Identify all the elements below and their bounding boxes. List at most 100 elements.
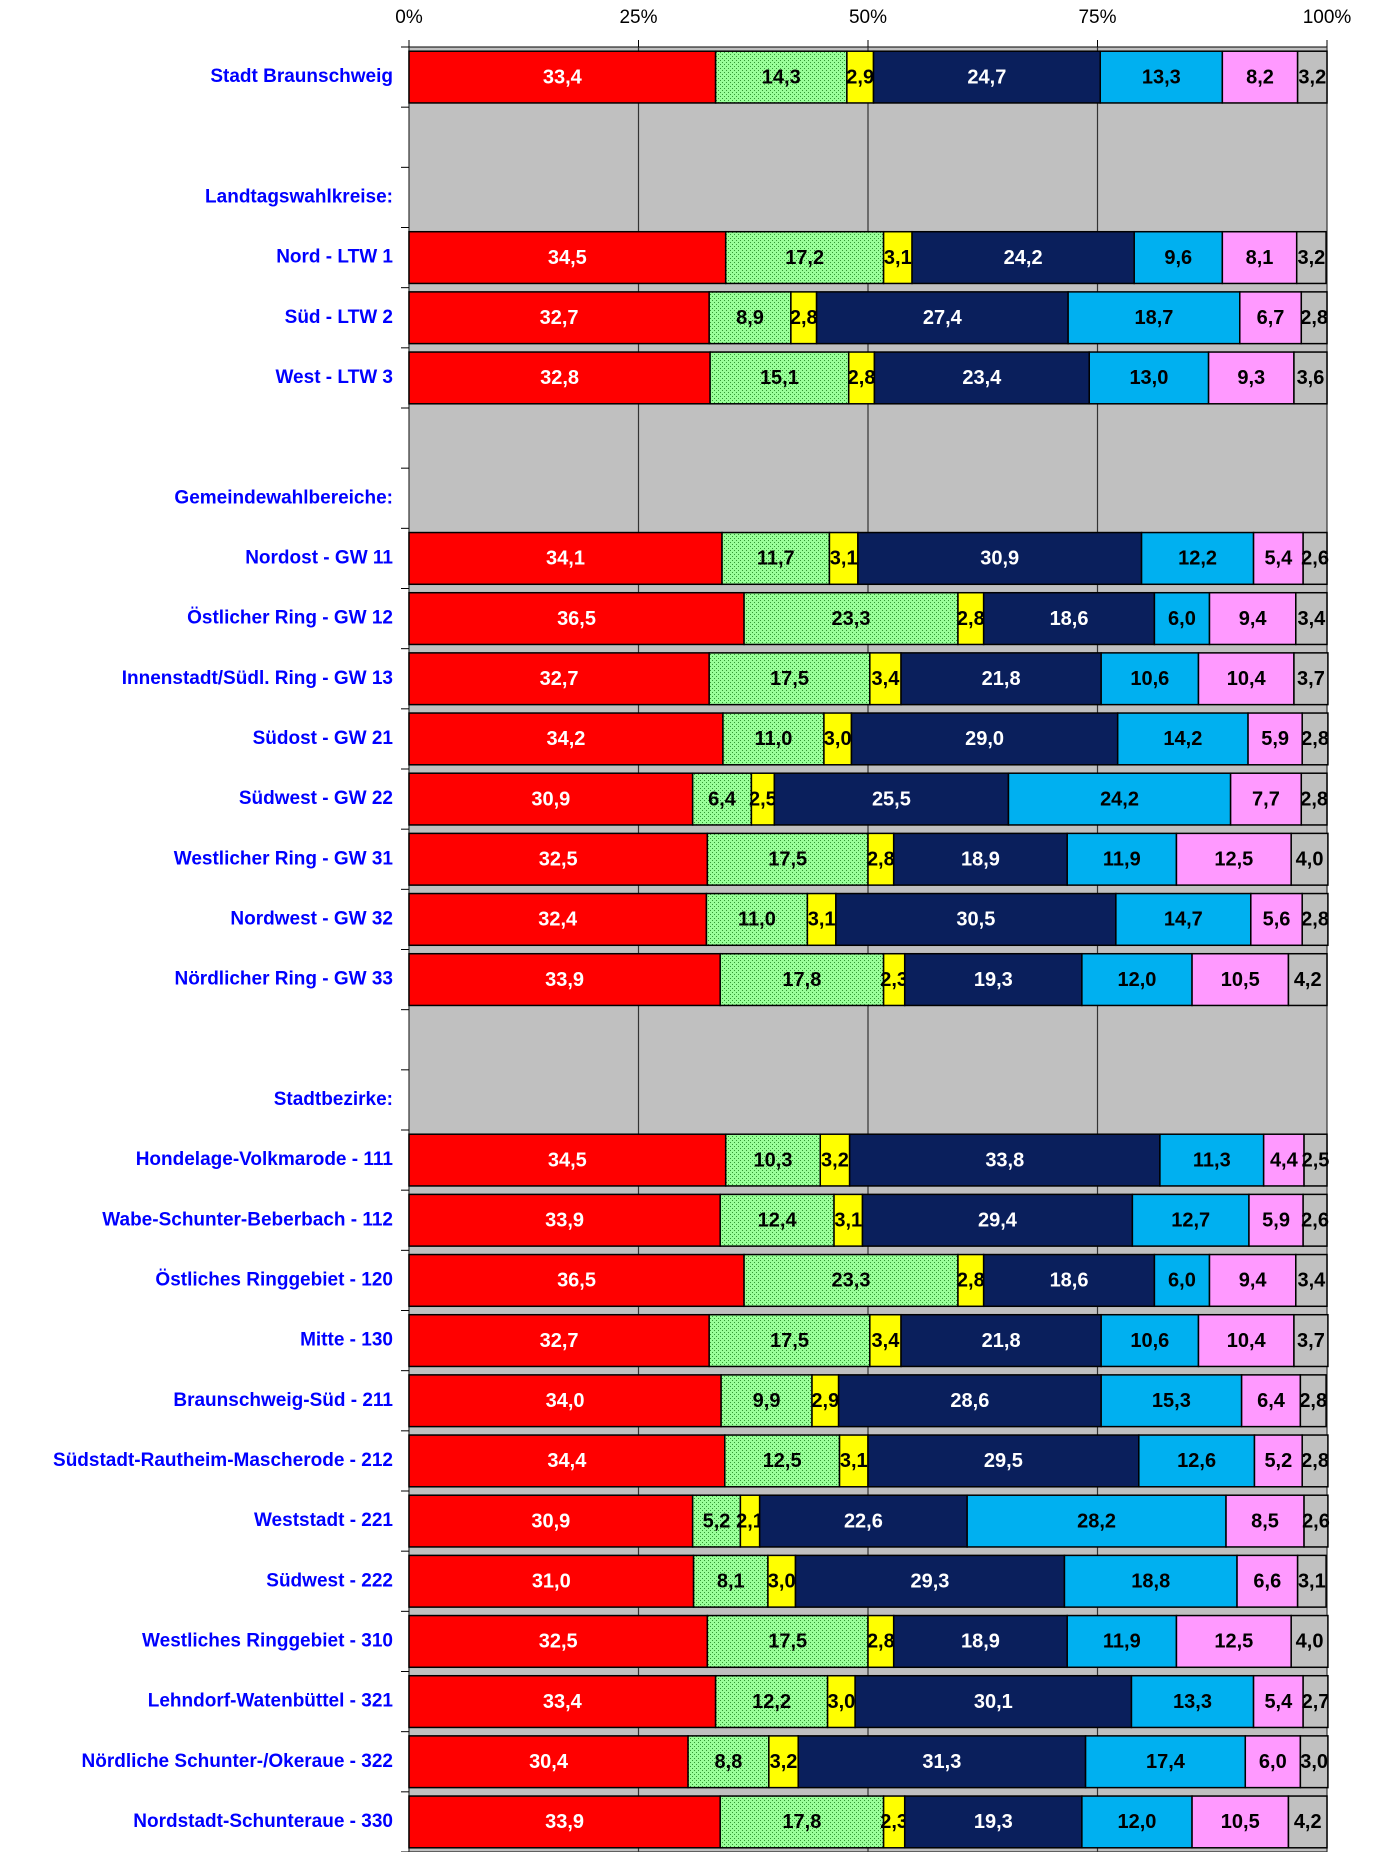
value-label: 3,4 [872, 1330, 901, 1352]
value-label: 7,7 [1252, 788, 1280, 810]
value-label: 32,7 [540, 307, 579, 329]
value-label: 4,2 [1294, 1811, 1322, 1833]
bar-segment [826, 1674, 856, 1729]
bar-segment [709, 351, 850, 405]
category-label: Lehndorf-Watenbüttel - 321 [148, 1691, 394, 1712]
bar-segment [1063, 1554, 1238, 1608]
value-label: 12,5 [1214, 849, 1253, 871]
value-label: 30,5 [956, 909, 995, 931]
bar-segment [1244, 1735, 1302, 1789]
bar-segment [773, 772, 1010, 826]
bar-segment [1287, 952, 1328, 1007]
category-label: Westliches Ringgebiet - 310 [142, 1630, 393, 1651]
bar-segment [1221, 50, 1299, 104]
value-label: 3,7 [1297, 1330, 1325, 1352]
value-label: 3,2 [1298, 66, 1326, 88]
value-label: 30,1 [974, 1691, 1013, 1713]
value-label: 12,7 [1171, 1210, 1210, 1232]
value-label: 3,1 [834, 1210, 862, 1232]
value-label: 34,0 [546, 1390, 585, 1412]
bar-segment [408, 1614, 709, 1669]
value-label: 3,1 [830, 548, 858, 570]
category-label: Innenstadt/Südl. Ring - GW 13 [122, 668, 393, 689]
value-label: 8,2 [1246, 66, 1274, 88]
value-label: 5,9 [1261, 728, 1289, 750]
value-label: 17,8 [782, 1811, 821, 1833]
bar-segment [1299, 1735, 1329, 1789]
bar-segment [911, 230, 1135, 285]
category-label: Hondelage-Volkmarode - 111 [136, 1149, 394, 1170]
bar-segment [408, 892, 708, 947]
value-label: 9,6 [1164, 247, 1192, 269]
value-label: 10,6 [1130, 1330, 1169, 1352]
value-label: 30,9 [531, 788, 570, 810]
bar-segment [1191, 1795, 1290, 1849]
value-label: 10,3 [754, 1149, 793, 1171]
value-label: 9,4 [1239, 608, 1268, 630]
bar-segment [1295, 1253, 1328, 1308]
bar-segment [1301, 1434, 1329, 1488]
bar-segment [408, 1674, 717, 1729]
bar-segment [982, 591, 1156, 646]
bar-segment [1296, 1554, 1327, 1608]
value-label: 22,6 [844, 1510, 883, 1532]
value-label: 11,0 [738, 909, 776, 931]
value-label: 12,0 [1118, 969, 1157, 991]
value-label: 9,9 [753, 1390, 781, 1412]
value-label: 3,0 [768, 1571, 796, 1593]
bar-segment [867, 832, 895, 886]
value-label: 2,3 [880, 1811, 908, 1833]
category-label: West - LTW 3 [275, 367, 393, 388]
value-label: 19,3 [974, 1811, 1013, 1833]
value-label: 3,6 [1297, 367, 1325, 389]
bar-segment [806, 892, 837, 947]
value-label: 34,2 [547, 728, 586, 750]
value-label: 32,5 [539, 849, 578, 871]
value-label: 10,4 [1227, 1330, 1267, 1352]
bar-segment [1253, 1434, 1303, 1488]
value-label: 27,4 [923, 307, 963, 329]
value-label: 3,4 [1297, 608, 1326, 630]
bar-segment [408, 230, 727, 285]
value-label: 3,0 [1300, 1751, 1328, 1773]
value-label: 3,1 [1298, 1571, 1326, 1593]
value-label: 8,1 [717, 1571, 745, 1593]
value-label: 4,0 [1296, 849, 1324, 871]
value-label: 2,5 [749, 788, 777, 810]
bar-segment [719, 1795, 885, 1849]
value-label: 36,5 [557, 608, 596, 630]
value-label: 2,1 [736, 1510, 764, 1532]
bar-segment [408, 832, 709, 886]
category-label: Nordost - GW 11 [245, 547, 393, 568]
value-label: 13,3 [1173, 1691, 1212, 1713]
value-label: 24,7 [967, 66, 1006, 88]
bar-segment [1300, 772, 1328, 826]
value-label: 2,8 [1301, 909, 1329, 931]
value-label: 10,5 [1221, 969, 1260, 991]
bar-segment [719, 1193, 835, 1247]
value-label: 18,7 [1134, 307, 1173, 329]
bar-segment [1236, 1554, 1299, 1608]
value-label: 32,8 [540, 367, 579, 389]
value-label: 17,2 [785, 247, 824, 269]
bar-segment [1100, 1313, 1200, 1368]
bar-segment [872, 50, 1102, 104]
value-label: 15,1 [760, 367, 799, 389]
value-label: 18,6 [1050, 1270, 1089, 1292]
value-label: 3,1 [840, 1450, 868, 1472]
value-label: 21,8 [982, 1330, 1021, 1352]
value-label: 2,8 [1301, 1450, 1329, 1472]
bar-segment [1159, 1133, 1265, 1187]
value-label: 18,6 [1050, 608, 1089, 630]
category-label: Süd - LTW 2 [285, 307, 393, 328]
bar-segment [1302, 531, 1328, 586]
value-label: 2,8 [957, 1270, 985, 1292]
bar-segment [1133, 230, 1224, 285]
value-label: 2,8 [1300, 788, 1328, 810]
category-label: Stadtbezirke: [274, 1089, 393, 1110]
bar-segment [743, 1253, 959, 1308]
bar-segment [794, 1554, 1066, 1608]
bar-segment [1252, 531, 1304, 586]
bar-segment [1295, 591, 1328, 646]
value-label: 6,0 [1168, 1270, 1196, 1292]
